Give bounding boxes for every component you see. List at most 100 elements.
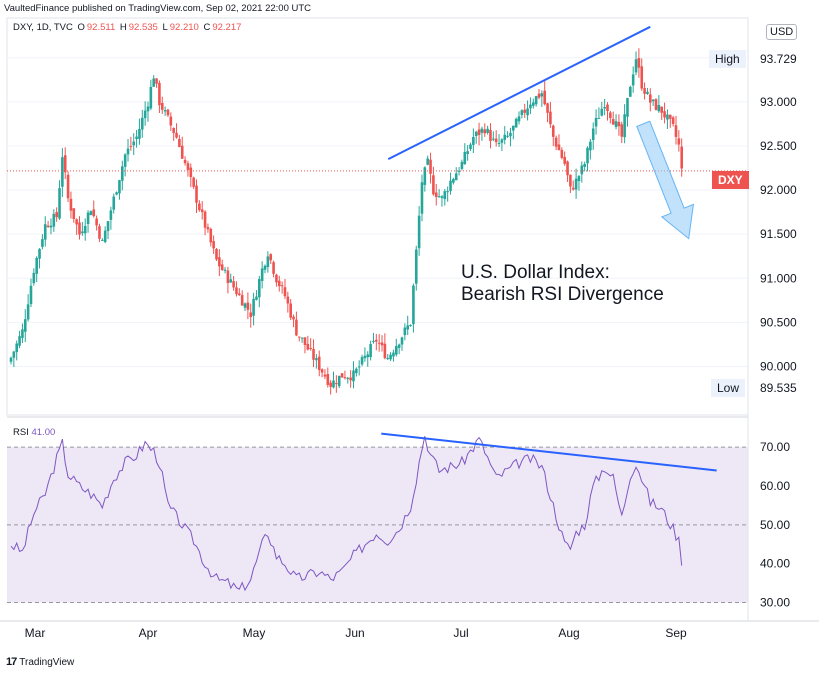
candle-body xyxy=(246,302,250,310)
candle-body xyxy=(554,137,558,147)
candle-body xyxy=(403,327,407,336)
candle-body xyxy=(375,339,378,342)
candle-body xyxy=(9,357,13,362)
candle-body xyxy=(326,374,330,385)
candle-body xyxy=(400,337,404,345)
annotation-line-1: U.S. Dollar Index: xyxy=(461,262,610,283)
candle-body xyxy=(560,149,564,158)
candle-body xyxy=(280,285,284,287)
candle-body xyxy=(611,118,615,125)
candle-body xyxy=(526,108,529,116)
candle-body xyxy=(489,129,492,141)
candle-body xyxy=(546,103,549,113)
candle-body xyxy=(315,358,318,361)
candle-body xyxy=(412,285,415,325)
candle-body xyxy=(269,254,273,261)
candle-body xyxy=(186,163,190,170)
candle-body xyxy=(660,106,664,113)
month-tick-label: Sep xyxy=(665,626,687,640)
candle-body xyxy=(434,192,438,198)
candle-body xyxy=(429,159,432,174)
candle-body xyxy=(306,343,310,350)
candle-body xyxy=(243,303,247,308)
candle-body xyxy=(297,336,301,338)
candle-body xyxy=(146,106,150,112)
candle-body xyxy=(543,90,547,105)
candle-body xyxy=(123,154,127,167)
candle-body xyxy=(492,138,495,140)
candle-body xyxy=(343,377,347,379)
candle-body xyxy=(609,112,612,119)
candle-body xyxy=(392,352,395,357)
candle-body xyxy=(46,225,50,227)
candle-body xyxy=(152,78,156,87)
candle-body xyxy=(126,148,130,155)
low-marker-value: 89.535 xyxy=(754,379,803,397)
candle-body xyxy=(200,209,204,213)
candle-body xyxy=(586,147,589,164)
candle-body xyxy=(83,225,87,234)
candle-body xyxy=(452,178,455,183)
candle-body xyxy=(206,227,210,230)
candle-body xyxy=(289,303,292,318)
low-value: 92.210 xyxy=(169,22,199,33)
candle-body xyxy=(577,176,581,181)
low-marker-label: Low xyxy=(711,379,746,397)
candle-body xyxy=(115,192,118,195)
candle-body xyxy=(118,180,121,194)
candle-body xyxy=(129,146,133,148)
tradingview-logo-icon: 17 xyxy=(6,656,17,668)
month-tick-label: Mar xyxy=(25,626,46,640)
candle-body xyxy=(240,295,244,306)
candle-body xyxy=(49,225,53,228)
candle-body xyxy=(320,369,324,373)
candle-body xyxy=(571,187,575,190)
candle-body xyxy=(369,344,372,358)
candle-body xyxy=(189,167,193,178)
candle-body xyxy=(21,329,24,338)
candle-body xyxy=(215,248,218,260)
candle-body xyxy=(574,178,578,190)
candle-body xyxy=(486,128,489,133)
candle-body xyxy=(163,110,167,112)
candle-body xyxy=(446,191,449,193)
candle-body xyxy=(477,129,481,136)
candle-body xyxy=(112,196,116,210)
close-label: C xyxy=(203,22,211,33)
price-tick-label: 92.000 xyxy=(760,183,797,197)
candle-body xyxy=(69,198,73,211)
candle-body xyxy=(617,121,621,127)
candle-body xyxy=(81,231,84,234)
candle-body xyxy=(192,177,195,187)
candle-body xyxy=(509,132,512,137)
candle-body xyxy=(32,272,36,284)
candle-body xyxy=(212,241,215,249)
candle-body xyxy=(480,128,484,133)
candle-body xyxy=(178,139,181,147)
candle-body xyxy=(349,377,352,381)
candle-body xyxy=(169,116,173,126)
candle-body xyxy=(420,182,424,214)
candle-body xyxy=(594,117,598,127)
candle-body xyxy=(563,157,566,164)
candle-body xyxy=(549,111,552,125)
last-price-tag: DXY xyxy=(712,171,749,189)
candle-body xyxy=(309,348,312,350)
candle-body xyxy=(43,224,47,240)
candle-body xyxy=(335,383,338,385)
candle-body xyxy=(500,139,504,143)
candle-body xyxy=(663,111,666,118)
rsi-line xyxy=(10,436,683,592)
candle-body xyxy=(414,249,418,284)
symbol-label: DXY, 1D, TVC xyxy=(13,22,73,33)
candle-body xyxy=(523,109,527,113)
rsi-legend: RSI 41.00 xyxy=(13,427,55,438)
candle-body xyxy=(360,357,364,365)
candle-body xyxy=(155,78,158,84)
candle-body xyxy=(474,131,478,136)
price-tick-label: 90.500 xyxy=(760,315,797,329)
currency-button[interactable]: USD xyxy=(766,24,798,40)
candle-body xyxy=(483,129,487,134)
rsi-band xyxy=(7,447,748,603)
